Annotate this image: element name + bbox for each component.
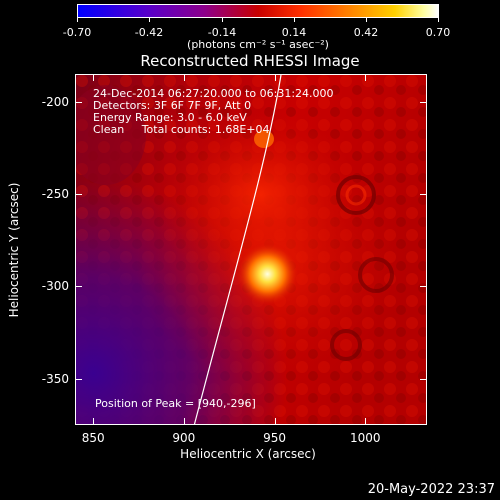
x-axis-title: Heliocentric X (arcsec) xyxy=(180,447,316,461)
y-tick xyxy=(420,194,426,196)
colorbar-tick xyxy=(366,17,367,22)
colorbar xyxy=(77,4,439,18)
colorbar-tick xyxy=(149,17,150,22)
colorbar-label: 0.70 xyxy=(425,26,451,39)
colorbar-units: (photons cm⁻² s⁻¹ asec⁻²) xyxy=(187,38,329,51)
x-tick-label: 950 xyxy=(263,431,287,445)
x-tick xyxy=(93,418,95,424)
x-tick xyxy=(365,75,367,81)
y-tick xyxy=(420,101,426,103)
x-tick xyxy=(93,75,95,81)
x-tick-label: 900 xyxy=(172,431,196,445)
datestamp: 20-May-2022 23:37 xyxy=(367,482,495,497)
colorbar-tick xyxy=(77,17,78,22)
time-range-text: 24-Dec-2014 06:27:20.000 to 06:31:24.000 xyxy=(93,87,334,100)
energy-range-text: Energy Range: 3.0 - 6.0 keV xyxy=(93,111,247,124)
y-axis-title: Heliocentric Y (arcsec) xyxy=(7,182,21,318)
y-tick-label: -200 xyxy=(41,94,69,109)
rhessi-image xyxy=(76,75,426,424)
x-tick xyxy=(274,418,276,424)
y-tick xyxy=(76,194,82,196)
x-tick-label: 1000 xyxy=(350,431,381,445)
clean-counts-text: Clean Total counts: 1.68E+04 xyxy=(93,123,270,136)
y-tick xyxy=(420,378,426,380)
solar-limb xyxy=(193,75,282,424)
x-tick xyxy=(183,75,185,81)
y-tick xyxy=(420,286,426,288)
colorbar-label: -0.14 xyxy=(207,26,237,39)
detectors-text: Detectors: 3F 6F 7F 9F, Att 0 xyxy=(93,99,252,112)
colorbar-label: 0.14 xyxy=(281,26,307,39)
x-tick xyxy=(365,418,367,424)
x-tick xyxy=(274,75,276,81)
y-tick xyxy=(76,101,82,103)
colorbar-tick xyxy=(222,17,223,22)
y-tick xyxy=(76,378,82,380)
peak-source xyxy=(235,242,300,307)
y-tick xyxy=(76,286,82,288)
plot-title: Reconstructed RHESSI Image xyxy=(140,52,360,70)
peak-position-text: Position of Peak = [940,-296] xyxy=(95,397,256,410)
colorbar-tick xyxy=(438,17,439,22)
x-tick-label: 850 xyxy=(81,431,105,445)
y-tick-label: -250 xyxy=(41,187,69,202)
plot-area xyxy=(75,74,427,425)
colorbar-label: -0.42 xyxy=(134,26,164,39)
y-tick-label: -350 xyxy=(41,371,69,386)
colorbar-label: 0.42 xyxy=(353,26,379,39)
colorbar-tick xyxy=(294,17,295,22)
y-tick-label: -300 xyxy=(41,279,69,294)
colorbar-label: -0.70 xyxy=(62,26,92,39)
x-tick xyxy=(183,418,185,424)
